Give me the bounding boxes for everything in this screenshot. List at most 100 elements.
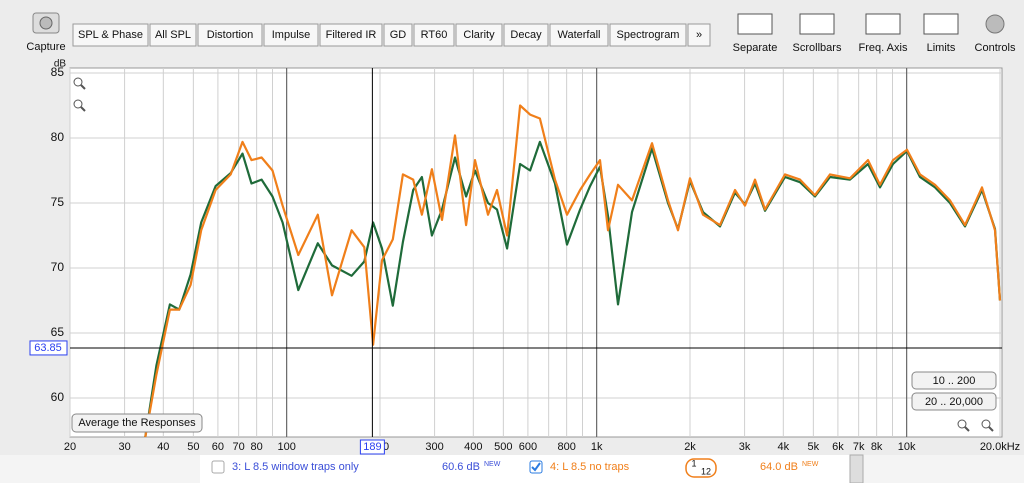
tab-button[interactable]: [149, 23, 197, 47]
zoom-lens[interactable]: [73, 99, 83, 109]
x-tick-label: 60: [212, 441, 224, 453]
button-face[interactable]: [71, 413, 203, 433]
tab-button[interactable]: [413, 23, 455, 47]
tab-button[interactable]: [197, 23, 263, 47]
legend-label: 4: L 8.5 no traps: [550, 461, 630, 473]
tab-button[interactable]: [263, 23, 319, 47]
tab-label: »: [696, 29, 702, 41]
x-tick-label: 3k: [739, 441, 751, 453]
tool-icon: [737, 13, 773, 35]
cursor-y-label: 63.85: [34, 342, 62, 354]
x-tick-label: 300: [425, 441, 443, 453]
zoom-lens[interactable]: [981, 419, 991, 429]
tool-label: Scrollbars: [793, 42, 842, 54]
tool-button[interactable]: Separate: [733, 13, 778, 54]
tool-label: Separate: [733, 42, 778, 54]
x-tick-label: 800: [557, 441, 575, 453]
tab-button[interactable]: [687, 23, 711, 47]
capture-button[interactable]: [32, 12, 60, 34]
zoom-lens[interactable]: [73, 77, 83, 87]
x-tick-label: 7k: [853, 441, 865, 453]
tab[interactable]: SPL & Phase: [72, 23, 149, 47]
smoothing-indicator[interactable]: 1 12: [685, 458, 717, 478]
tab-button[interactable]: [72, 23, 149, 47]
tab[interactable]: Impulse: [263, 23, 319, 47]
tab-label: Impulse: [272, 29, 311, 41]
x-tick-label: 4k: [778, 441, 790, 453]
y-tick-label: 85: [51, 65, 65, 79]
y-tick-label: 70: [51, 260, 65, 274]
tab[interactable]: Clarity: [455, 23, 503, 47]
tool-button[interactable]: Controls: [975, 14, 1016, 54]
x-tick-label: 6k: [832, 441, 844, 453]
legend-level: 64.0 dB: [760, 461, 798, 473]
button-label: Average the Responses: [78, 417, 196, 429]
x-tick-label: 70: [233, 441, 245, 453]
y-axis-label: dB: [54, 59, 67, 70]
legend-table: [200, 455, 850, 483]
checkmark: [531, 462, 541, 472]
range-button[interactable]: 20 .. 20,000: [911, 392, 997, 411]
x-tick-label: 500: [494, 441, 512, 453]
tab-button[interactable]: [609, 23, 687, 47]
tab-label: Distortion: [207, 29, 253, 41]
tab-label: Spectrogram: [617, 29, 680, 41]
tool-icon: [985, 14, 1005, 34]
average-button[interactable]: Average the Responses: [71, 413, 203, 433]
tool-icon: [865, 13, 901, 35]
tab[interactable]: Waterfall: [549, 23, 609, 47]
zoom-lens[interactable]: [957, 419, 967, 429]
button-face[interactable]: [911, 392, 997, 411]
x-tick-label: 100: [278, 441, 296, 453]
x-tick-label: 30: [118, 441, 130, 453]
zoom-icon[interactable]: [73, 77, 86, 90]
y-tick-label: 65: [51, 325, 65, 339]
tab[interactable]: Filtered IR: [319, 23, 383, 47]
smoothing-num: 1: [691, 458, 696, 468]
tab-button[interactable]: [319, 23, 383, 47]
x-tick-label: 400: [464, 441, 482, 453]
tab-label: GD: [390, 29, 407, 41]
series-line: [144, 140, 1002, 437]
y-tick-label: 80: [51, 130, 65, 144]
tool-label: Limits: [927, 42, 956, 54]
checkbox[interactable]: [211, 460, 225, 474]
tab[interactable]: All SPL: [149, 23, 197, 47]
button-face[interactable]: [911, 371, 997, 390]
tab[interactable]: RT60: [413, 23, 455, 47]
x-tick-label: 10k: [898, 441, 916, 453]
zoom-icon[interactable]: [73, 99, 86, 112]
capture-label: Capture: [26, 41, 65, 53]
smoothing-box[interactable]: [685, 458, 717, 478]
cursor-x-box: [359, 439, 385, 455]
scrollbar[interactable]: [849, 454, 864, 483]
tool-button[interactable]: Scrollbars: [793, 13, 842, 54]
x-tick-label: 1k: [591, 441, 603, 453]
zoom-icon[interactable]: [957, 419, 970, 432]
tab-button[interactable]: [383, 23, 413, 47]
zoom-icon[interactable]: [981, 419, 994, 432]
tab[interactable]: Decay: [503, 23, 549, 47]
tool-button[interactable]: Freq. Axis: [859, 13, 908, 54]
tab-label: SPL & Phase: [78, 29, 143, 41]
zoom-handle: [964, 426, 970, 432]
tab-label: RT60: [421, 29, 448, 41]
tab-button[interactable]: [455, 23, 503, 47]
tab[interactable]: Spectrogram: [609, 23, 687, 47]
zoom-handle: [988, 426, 994, 432]
x-tick-label: 50: [187, 441, 199, 453]
tab[interactable]: »: [687, 23, 711, 47]
tool-button[interactable]: Limits: [923, 13, 959, 54]
tab-label: Decay: [510, 29, 542, 41]
tab-button[interactable]: [503, 23, 549, 47]
legend-badge: NEW: [802, 461, 819, 468]
x-tick-label: 8k: [871, 441, 883, 453]
x-tick-label: 5k: [808, 441, 820, 453]
tab[interactable]: Distortion: [197, 23, 263, 47]
x-tick-label: 600: [519, 441, 537, 453]
range-button[interactable]: 10 .. 200: [911, 371, 997, 390]
tab[interactable]: GD: [383, 23, 413, 47]
plot-area: [69, 67, 1003, 438]
tab-button[interactable]: [549, 23, 609, 47]
